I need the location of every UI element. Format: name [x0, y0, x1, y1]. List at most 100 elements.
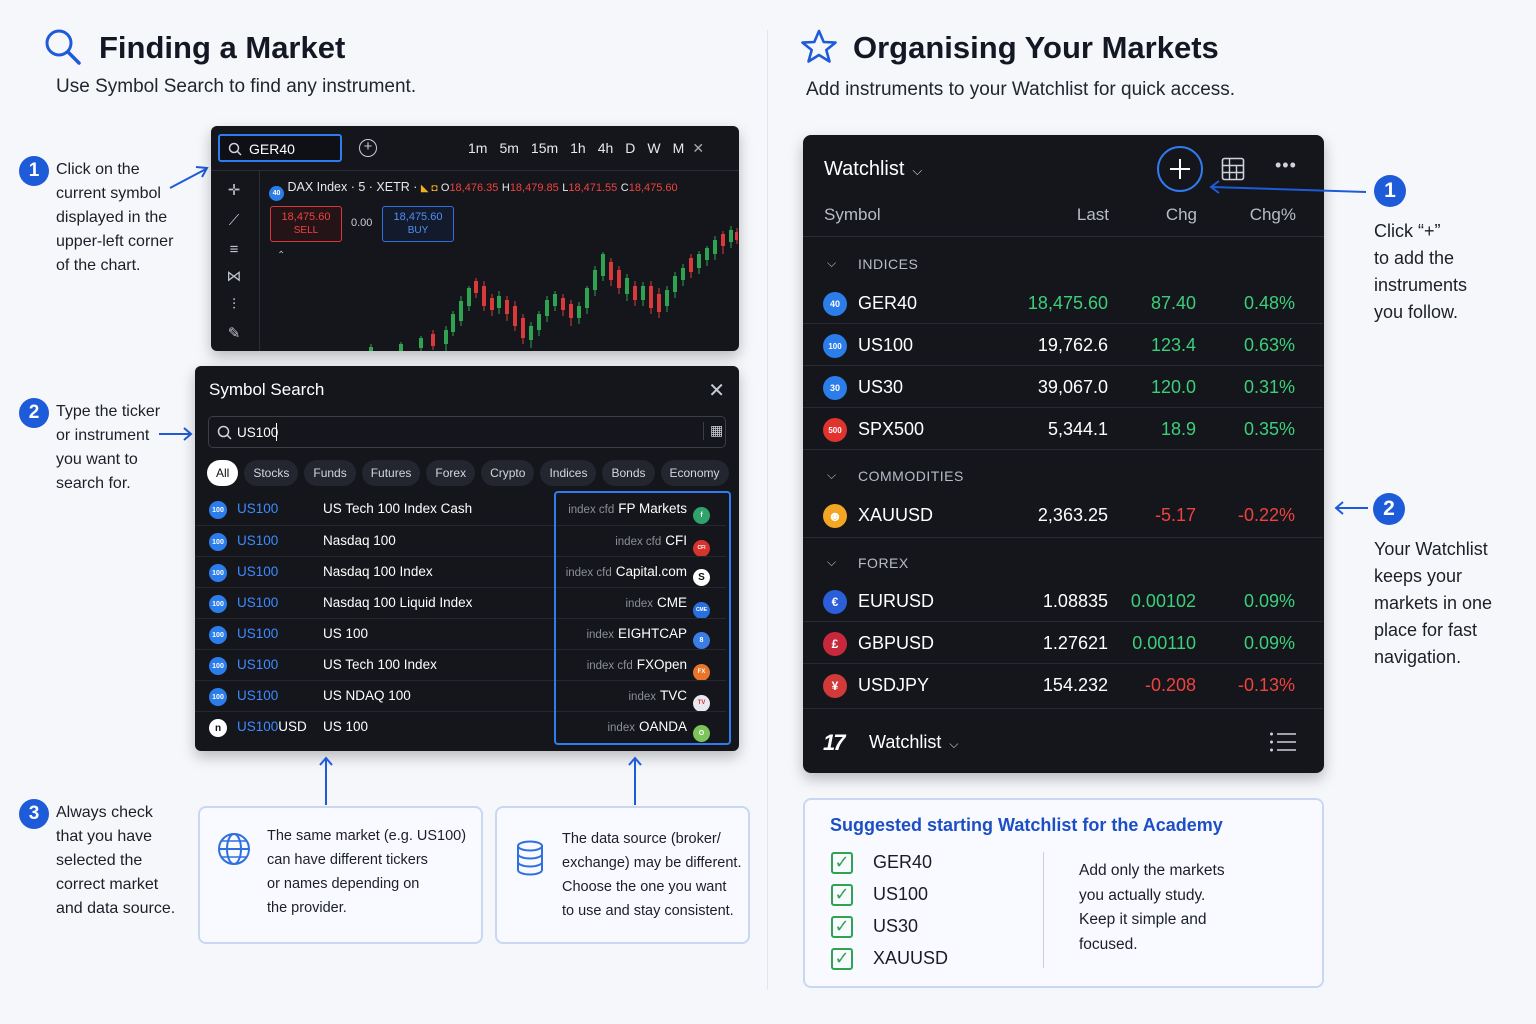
suggested-list: ✓ GER40 ✓ US100 ✓ US30 ✓ XAUUSD [831, 852, 1031, 982]
timeframe-1m[interactable]: 1m [468, 140, 488, 156]
suggested-watchlist-card: Suggested starting Watchlist for the Aca… [803, 798, 1324, 988]
data-source-highlight [554, 491, 731, 745]
us100-icon: 100 [209, 595, 227, 613]
broker-logo-icon: CFI [693, 540, 710, 557]
filter-futures[interactable]: Futures [361, 460, 421, 486]
column-symbol[interactable]: Symbol [824, 205, 881, 224]
result-ticker: US100 [237, 564, 279, 579]
spread-value: 0.00 [351, 217, 373, 229]
search-icon [217, 425, 232, 440]
us100-icon: 100 [209, 501, 227, 519]
buy-button[interactable]: 18,475.60 BUY [382, 206, 454, 242]
filter-bonds[interactable]: Bonds [602, 460, 655, 486]
us100-icon: 100 [209, 657, 227, 675]
timeframe-4h[interactable]: 4h [597, 140, 614, 156]
result-name: US 100 [323, 719, 369, 734]
column-last[interactable]: Last [1076, 205, 1109, 224]
checkbox-checked-icon: ✓ [831, 884, 853, 906]
section-subtitle: Add instruments to your Watchlist for qu… [806, 79, 1236, 100]
instrument-header[interactable]: 40 DAX Index · 5 · XETR · ◣ ◘ O18,476.35… [269, 180, 678, 201]
globe-icon [218, 833, 250, 865]
dialog-title: Symbol Search [209, 380, 325, 399]
watchlist-row[interactable]: 40 GER40 18,475.60 87.40 0.48% [803, 282, 1323, 324]
chart-type-icon[interactable]: ✕ [692, 140, 705, 156]
database-icon [517, 840, 543, 876]
calendar-icon[interactable]: ▦ [703, 422, 723, 440]
chevron-down-icon: ⌵ [827, 256, 837, 270]
result-ticker: US100USD [237, 719, 307, 734]
timeframe-1h[interactable]: 1h [570, 140, 586, 156]
broker-logo-icon: O [693, 725, 710, 742]
step-number: 1 [1374, 175, 1406, 207]
watchlist-panel: Watchlist ⌵ ••• Symbol Last Chg Chg% ⌵ IND… [803, 135, 1324, 773]
filter-stocks[interactable]: Stocks [244, 460, 299, 486]
search-result-row[interactable]: 100 US100 US 100 index EIGHTCAP 8 [195, 618, 726, 649]
symbol-search-input[interactable]: US100 ▦ [208, 416, 726, 448]
watchlist-row[interactable]: 100 US100 19,762.6 123.4 0.63% [803, 324, 1323, 366]
collapse-icon[interactable]: ⌃ [277, 250, 286, 261]
filter-forex[interactable]: Forex [426, 460, 476, 486]
arrow-left-icon [1334, 501, 1368, 515]
add-symbol-button[interactable] [1157, 146, 1203, 192]
result-name: US Tech 100 Index Cash [323, 501, 473, 516]
list-icon[interactable] [1269, 731, 1297, 753]
search-result-row[interactable]: 100 US100 US Tech 100 Index Cash index cfd F… [195, 494, 726, 525]
filter-funds[interactable]: Funds [304, 460, 356, 486]
oanda-icon: n [209, 719, 227, 737]
checkbox-checked-icon: ✓ [831, 916, 853, 938]
gbpusd-flag-icon: £ [823, 632, 847, 656]
fib-icon[interactable]: ≡ [229, 241, 239, 258]
watchlist-row[interactable]: £ GBPUSD 1.27621 0.00110 0.09% [803, 622, 1323, 664]
search-result-row[interactable]: 100 US100 Nasdaq 100 Index index cfd Capital… [195, 556, 726, 587]
search-result-row[interactable]: 100 US100 Nasdaq 100 index cfd CFI CFI [195, 525, 726, 557]
watchlist-row[interactable]: ☻ XAUUSD 2,363.25 -5.17 -0.22% [803, 494, 1323, 538]
measure-icon[interactable]: ⫶ [232, 296, 236, 313]
us30-icon: 30 [823, 376, 847, 400]
result-ticker: US100 [237, 533, 279, 548]
sell-button[interactable]: 18,475.60 SELL [270, 206, 342, 242]
timeframe-15m[interactable]: 15m [530, 140, 559, 156]
results-list: 100 US100 US Tech 100 Index Cash index cfd F… [195, 494, 739, 744]
filter-indices[interactable]: Indices [540, 460, 597, 486]
filter-economy[interactable]: Economy [660, 460, 729, 486]
timeframe-m[interactable]: M [672, 140, 685, 156]
crosshair-icon[interactable]: ✛ [227, 182, 241, 199]
instrument-title: DAX Index · 5 · XETR · [287, 180, 418, 194]
info-text: The same market (e.g. US100) can have dif… [267, 828, 467, 916]
watchlist-title[interactable]: Watchlist ⌵ [824, 158, 923, 180]
brush-icon[interactable]: ✎ [227, 325, 241, 342]
watchlist-row[interactable]: € EURUSD 1.08835 0.00102 0.09% [803, 580, 1323, 622]
pattern-icon[interactable]: ⋈ [226, 268, 242, 285]
checkbox-checked-icon: ✓ [831, 948, 853, 970]
us100-icon: 100 [209, 533, 227, 551]
watchlist-row[interactable]: 500 SPX500 5,344.1 18.9 0.35% [803, 408, 1323, 450]
timeframe-d[interactable]: D [625, 140, 636, 156]
suggested-item: GER40 [873, 852, 933, 872]
column-chg[interactable]: Chg [1165, 205, 1197, 224]
result-name: US 100 [323, 626, 369, 641]
result-source: index cfd FXOpen FX [587, 657, 710, 681]
search-result-row[interactable]: n US100USD US 100 index OANDA O [195, 711, 726, 742]
column-chg-percent[interactable]: Chg% [1249, 205, 1296, 224]
us100-icon: 100 [823, 334, 847, 358]
timeframe-5m[interactable]: 5m [499, 140, 519, 156]
watchlist-row[interactable]: 30 US30 39,067.0 120.0 0.31% [803, 366, 1323, 408]
watchlist-row[interactable]: ¥ USDJPY 154.232 -0.208 -0.13% [803, 664, 1323, 709]
search-result-row[interactable]: 100 US100 US Tech 100 Index index cfd FXOpen… [195, 649, 726, 681]
add-symbol-icon[interactable]: + [359, 139, 377, 157]
result-source: index EIGHTCAP 8 [586, 626, 710, 649]
search-result-row[interactable]: 100 US100 US NDAQ 100 index TVC TV [195, 680, 726, 712]
filter-all[interactable]: All [207, 460, 239, 486]
arrow-up-icon [628, 756, 642, 805]
watchlist-footer-switcher[interactable]: Watchlist ⌵ [869, 732, 959, 752]
instrument-badge: 40 [269, 186, 284, 201]
filter-crypto[interactable]: Crypto [481, 460, 535, 486]
layout-icon[interactable] [1221, 157, 1245, 181]
search-result-row[interactable]: 100 US100 Nasdaq 100 Liquid Index index CME C… [195, 587, 726, 619]
timeframe-w[interactable]: W [647, 140, 661, 156]
more-icon[interactable]: ••• [1275, 155, 1297, 175]
symbol-search-field[interactable]: GER40 [218, 134, 342, 162]
plus-icon [1170, 159, 1190, 179]
trendline-icon[interactable]: ⟋ [228, 212, 240, 229]
close-icon[interactable]: ✕ [708, 380, 725, 402]
